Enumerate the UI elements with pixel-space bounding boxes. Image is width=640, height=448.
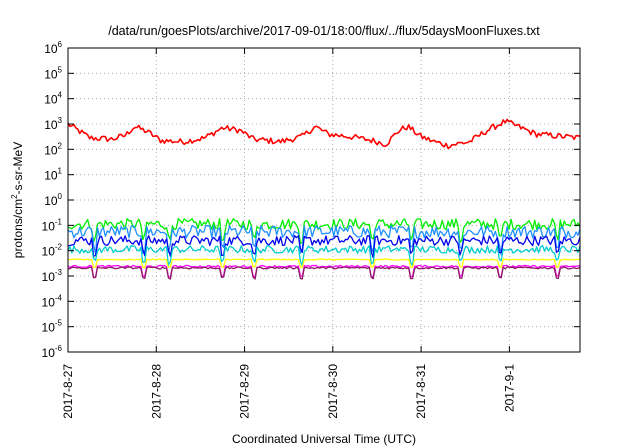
x-tick-label: 2017-8-30 — [326, 364, 340, 419]
x-tick-label: 2017-8-28 — [149, 364, 163, 419]
series-line — [67, 258, 581, 269]
y-tick-label: 10-5 — [42, 319, 63, 335]
y-axis-ticks: 10-6 10-5 10-4 10-3 10-2 10-1 100 101 102 103 104 1… — [42, 40, 580, 360]
x-tick-label: 2017-8-31 — [414, 364, 428, 419]
y-tick-label: 10-3 — [42, 268, 63, 284]
y-tick-label: 10-1 — [42, 217, 63, 233]
grid-lines — [68, 48, 580, 352]
y-tick-label: 105 — [44, 65, 62, 81]
y-tick-label: 10-2 — [42, 243, 63, 259]
series-line — [67, 234, 581, 259]
y-tick-label: 102 — [44, 141, 62, 157]
series-line — [67, 217, 581, 244]
y-tick-label: 103 — [44, 116, 62, 132]
series-line — [67, 224, 581, 256]
data-series — [67, 118, 581, 280]
series-line — [67, 266, 581, 280]
y-axis-label: protons/cm2-s-sr-MeV — [10, 142, 25, 258]
y-tick-label: 10-4 — [42, 293, 63, 309]
chart-title: /data/run/goesPlots/archive/2017-09-01/1… — [108, 24, 540, 38]
y-tick-label: 100 — [44, 192, 62, 208]
y-tick-label: 10-6 — [42, 344, 63, 360]
y-tick-label: 106 — [44, 40, 62, 56]
y-tick-label: 101 — [44, 167, 62, 183]
x-tick-label: 2017-8-29 — [238, 364, 252, 419]
x-axis-ticks: 2017-8-27 2017-8-28 2017-8-29 2017-8-30 2017… — [61, 48, 516, 419]
x-axis-label: Coordinated Universal Time (UTC) — [232, 432, 416, 446]
series-line — [67, 118, 581, 150]
series-line — [67, 245, 581, 267]
x-tick-label: 2017-9-1 — [502, 364, 516, 412]
y-tick-label: 104 — [44, 91, 62, 107]
x-tick-label: 2017-8-27 — [61, 364, 75, 419]
